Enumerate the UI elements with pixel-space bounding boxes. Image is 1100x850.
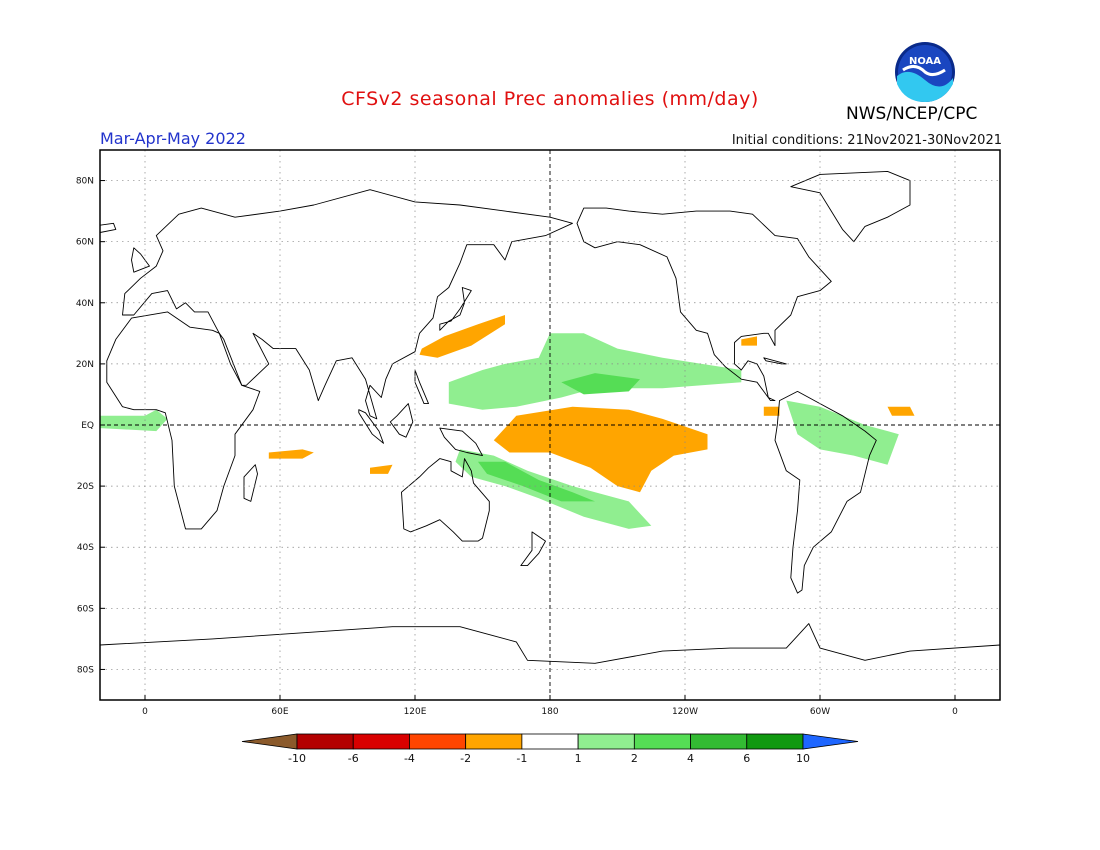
colorbar-label: -2	[460, 752, 471, 765]
tick-label-lat: 80N	[76, 177, 94, 187]
colorbar-label: -1	[516, 752, 527, 765]
tick-label-lon: 180	[541, 707, 558, 717]
tick-label-lat: EQ	[81, 421, 94, 431]
tick-label-lat: 80S	[77, 665, 94, 675]
noaa-logo: NOAA	[895, 42, 955, 102]
tick-label-lon: 0	[142, 707, 148, 717]
coastline-iceland	[100, 222, 117, 233]
anomaly-gulf-of-mexico-dry	[741, 336, 757, 346]
agency-label: NWS/NCEP/CPC	[846, 104, 978, 124]
colorbar-box	[746, 733, 804, 750]
anomaly-nw-pacific-dry	[419, 315, 505, 358]
coastline-eurasia	[122, 189, 573, 420]
colorbar-box	[690, 733, 748, 750]
tick-label-lat: 20N	[76, 360, 94, 370]
colorbar-label: 1	[575, 752, 582, 765]
tick-label-lat: 60N	[76, 238, 94, 248]
tick-label-lon: 60E	[271, 707, 288, 717]
anomaly-south-pacific-wet-core	[478, 461, 595, 502]
tick-label-lon: 0	[952, 707, 958, 717]
tick-label-lon: 120W	[672, 707, 698, 717]
anomaly-indian-ocean-dry-2	[370, 464, 393, 474]
initial-conditions-label: Initial conditions: 21Nov2021-30Nov2021	[731, 133, 1002, 148]
colorbar-box	[465, 733, 523, 750]
coastline-antarctica	[100, 623, 1000, 700]
tick-label-lat: 40N	[76, 299, 94, 309]
coastline-borneo	[389, 403, 414, 438]
anomaly-south-america-wet	[786, 400, 899, 465]
map-plot-area	[100, 150, 1000, 700]
season-label: Mar-Apr-May 2022	[100, 129, 246, 148]
coastline-new-zealand	[520, 531, 546, 567]
tick-label-lon: 120E	[404, 707, 427, 717]
tick-label-lon: 60W	[810, 707, 830, 717]
tick-label-lat: 60S	[77, 604, 94, 614]
colorbar-box	[633, 733, 691, 750]
noaa-logo-text: NOAA	[909, 56, 941, 67]
map-title: CFSv2 seasonal Prec anomalies (mm/day)	[341, 88, 759, 110]
anomaly-north-pacific-wet-core	[561, 373, 640, 395]
coastline-japan	[439, 287, 472, 331]
colorbar-box	[577, 733, 635, 750]
axis-ticks: 80N 60N 40N 20N EQ 20S 40S 60S 80S 0 60E 120E 180 120…	[76, 177, 958, 717]
anomaly-africa-wet	[100, 409, 168, 432]
colorbar-box	[296, 733, 354, 750]
colorbar-box	[409, 733, 467, 750]
coastline-south-america	[774, 390, 877, 594]
anomaly-indian-ocean-dry	[268, 449, 314, 459]
anomaly-layer	[100, 315, 915, 529]
grid-layer	[100, 150, 1000, 700]
tick-label-lat: 20S	[77, 482, 94, 492]
coastline-sumatra	[358, 409, 384, 444]
coastline-madagascar	[243, 464, 258, 502]
anomaly-equatorial-atlantic-dry	[887, 406, 915, 416]
colorbar: -10 -6 -4 -2 -1 1 2 4 6 10	[241, 733, 859, 765]
colorbar-label: -4	[404, 752, 415, 765]
anomaly-central-pacific-dry-outer	[493, 406, 708, 493]
anomaly-east-pacific-dry	[763, 406, 780, 416]
anomaly-north-pacific-wet-band	[448, 333, 742, 410]
colorbar-label: -10	[288, 752, 306, 765]
coastline-cuba	[763, 357, 787, 365]
coastline-philippines	[414, 369, 429, 405]
colorbar-label: 4	[687, 752, 694, 765]
colorbar-label: 2	[631, 752, 638, 765]
colorbar-box	[352, 733, 410, 750]
colorbar-arrow-high	[802, 733, 859, 750]
colorbar-box	[521, 733, 579, 750]
tick-label-lat: 40S	[77, 543, 94, 553]
coastline-north-america	[576, 207, 832, 402]
coastline-britain	[131, 247, 150, 273]
coastline-africa	[106, 311, 261, 530]
colorbar-arrow-low	[241, 733, 298, 750]
coastline-australia	[401, 458, 490, 542]
coastline-new-guinea	[439, 427, 483, 457]
colorbar-label: -6	[348, 752, 359, 765]
colorbar-label: 6	[743, 752, 750, 765]
colorbar-label: 10	[796, 752, 810, 765]
coastline-layer	[100, 170, 1000, 700]
coastline-greenland-wrap	[790, 170, 911, 243]
